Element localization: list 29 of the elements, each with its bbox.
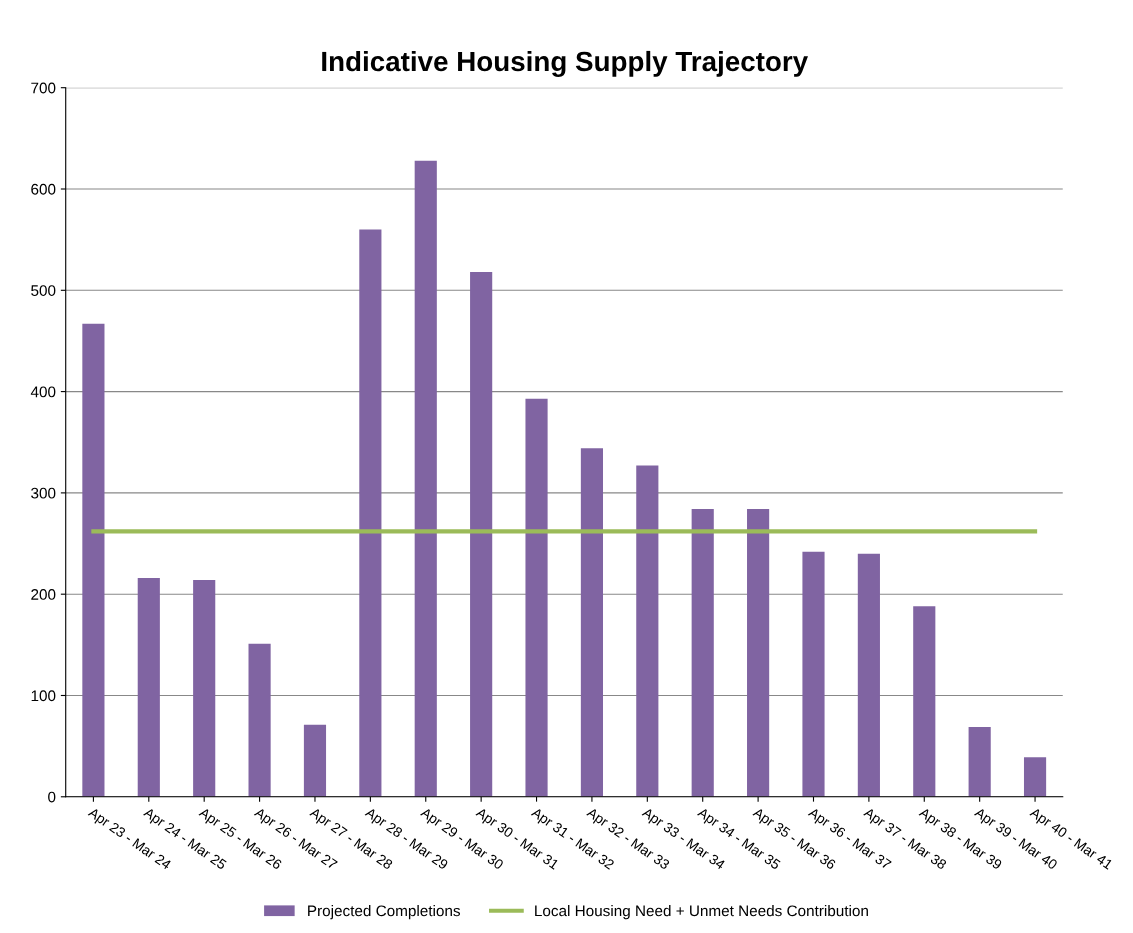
bar [248,643,271,797]
bar [968,726,991,797]
y-tick-label: 700 [31,82,56,94]
legend-label: Projected Completions [308,905,461,920]
y-tick-label: 0 [48,791,56,803]
y-tick-label: 600 [31,183,56,195]
bar [857,553,880,797]
y-tick-label: 100 [31,690,56,702]
bar [580,448,604,797]
bar [747,509,770,797]
bar [470,272,493,797]
y-tick-label: 500 [31,285,56,296]
bar [82,323,105,797]
legend-label: Local Housing Need + Unmet Needs Contribution [535,905,868,920]
bar [193,580,216,797]
y-tick-label: 300 [31,487,56,499]
bar [137,577,160,797]
bar [525,398,548,797]
bar [802,551,825,797]
bar [691,509,714,797]
chart-title: Indicative Housing Supply Trajectory [322,50,808,77]
bar [636,465,659,797]
bar [359,229,382,797]
y-tick-label: 400 [30,386,56,398]
bar [1023,757,1047,797]
bar [414,160,437,797]
y-tick-label: 200 [31,589,56,600]
bar [303,724,327,797]
bar [913,606,936,797]
